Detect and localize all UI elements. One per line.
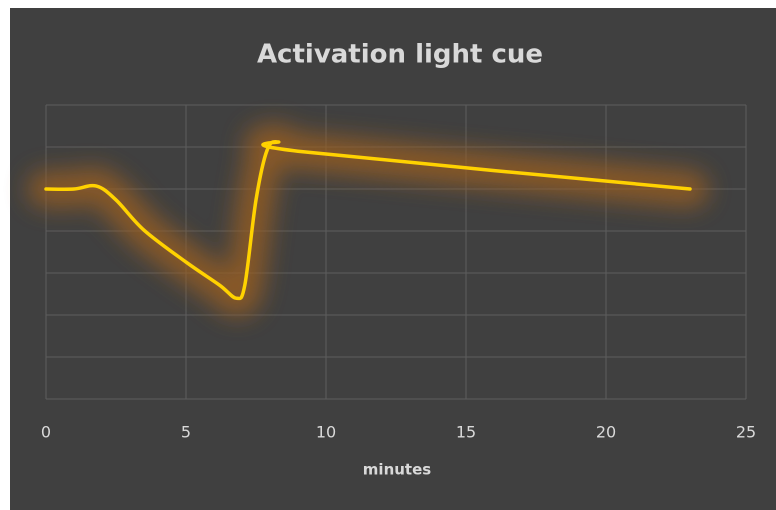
- x-tick-label: 0: [41, 423, 51, 442]
- x-axis-label: minutes: [363, 461, 431, 479]
- line: [44, 140, 692, 301]
- x-tick-label: 5: [181, 423, 191, 442]
- chart-title: Activation light cue: [257, 40, 543, 70]
- chart-background: [10, 8, 776, 510]
- x-tick-label: 15: [456, 423, 476, 442]
- x-tick-label: 10: [316, 423, 336, 442]
- x-tick-label: 20: [596, 423, 616, 442]
- x-tick-label: 25: [736, 423, 756, 442]
